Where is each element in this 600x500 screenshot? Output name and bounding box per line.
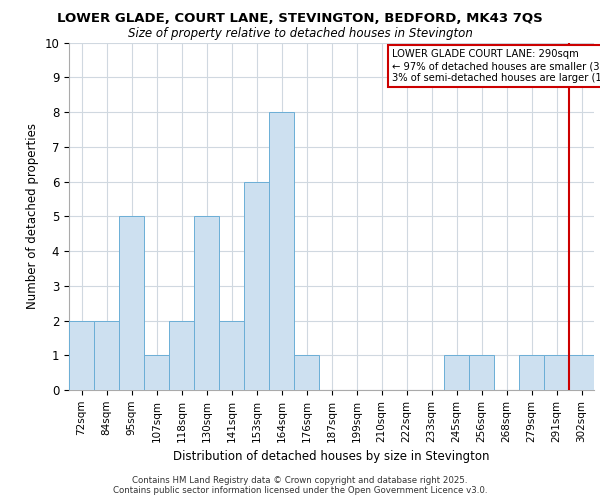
Bar (144, 355, 169, 390)
Bar (569, 355, 594, 390)
Bar (469, 355, 494, 390)
Bar (544, 355, 569, 390)
Bar (119, 216, 144, 390)
Bar (169, 320, 194, 390)
Text: Contains HM Land Registry data © Crown copyright and database right 2025.
Contai: Contains HM Land Registry data © Crown c… (113, 476, 487, 495)
Bar (194, 216, 219, 390)
Y-axis label: Number of detached properties: Number of detached properties (26, 123, 39, 309)
Bar (219, 320, 244, 390)
Bar (69, 320, 94, 390)
Text: LOWER GLADE, COURT LANE, STEVINGTON, BEDFORD, MK43 7QS: LOWER GLADE, COURT LANE, STEVINGTON, BED… (57, 12, 543, 26)
Bar (294, 355, 319, 390)
Text: Size of property relative to detached houses in Stevington: Size of property relative to detached ho… (128, 28, 472, 40)
Bar (519, 355, 544, 390)
Bar (244, 182, 269, 390)
Bar (94, 320, 119, 390)
Text: LOWER GLADE COURT LANE: 290sqm
← 97% of detached houses are smaller (36)
3% of s: LOWER GLADE COURT LANE: 290sqm ← 97% of … (392, 50, 600, 82)
Bar (444, 355, 469, 390)
Bar (269, 112, 294, 390)
X-axis label: Distribution of detached houses by size in Stevington: Distribution of detached houses by size … (173, 450, 490, 463)
